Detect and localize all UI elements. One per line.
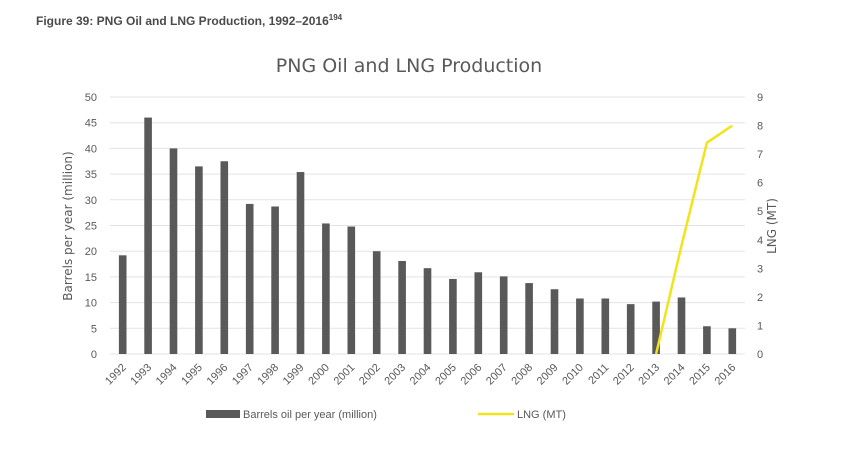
x-tick-label: 2012 — [611, 362, 637, 388]
x-tick-label: 1998 — [255, 362, 281, 388]
left-tick-label: 20 — [85, 246, 97, 258]
x-tick-label: 2008 — [509, 362, 535, 388]
x-tick-label: 1993 — [128, 362, 154, 388]
oil-bar — [169, 148, 178, 354]
right-axis-ticks: 0 1 2 3 4 5 6 7 8 9 — [757, 92, 763, 361]
x-tick-label: 2015 — [687, 362, 713, 388]
left-tick-label: 0 — [91, 349, 97, 361]
x-tick-label: 2000 — [306, 362, 332, 388]
right-tick-label: 6 — [757, 178, 763, 190]
left-tick-label: 5 — [91, 323, 97, 335]
figure-caption-text: Figure 39: PNG Oil and LNG Production, 1… — [36, 14, 329, 28]
oil-bars — [118, 117, 737, 354]
oil-bar — [601, 298, 610, 354]
oil-bar — [703, 326, 711, 354]
x-tick-label: 2014 — [662, 362, 688, 388]
x-axis-ticks: 1992 1993 1994 1995 1996 1997 1998 1999 2000 2001… — [103, 362, 738, 388]
x-tick-label: 1992 — [103, 362, 129, 388]
oil-bar — [372, 251, 381, 354]
oil-bar — [550, 289, 559, 354]
left-tick-label: 30 — [85, 195, 97, 207]
right-tick-label: 5 — [757, 206, 763, 218]
oil-bar — [525, 283, 533, 354]
x-tick-label: 2009 — [535, 362, 561, 388]
x-tick-label: 2002 — [357, 362, 383, 388]
oil-bar — [245, 203, 254, 354]
oil-bar — [322, 223, 330, 354]
legend-bar-label: Barrels oil per year (million) — [243, 409, 377, 421]
chart-title: PNG Oil and LNG Production — [276, 55, 542, 77]
oil-bar — [728, 328, 737, 354]
left-tick-label: 45 — [85, 118, 97, 130]
legend: Barrels oil per year (million) LNG (MT) — [206, 409, 566, 421]
right-axis-label: LNG (MT) — [765, 198, 779, 254]
figure-caption-footnote: 194 — [328, 13, 343, 22]
left-tick-label: 35 — [85, 169, 97, 181]
right-tick-label: 2 — [757, 292, 763, 304]
oil-bar — [398, 260, 406, 354]
left-tick-label: 40 — [85, 143, 97, 155]
oil-bar — [296, 172, 305, 354]
right-tick-label: 3 — [757, 263, 763, 275]
oil-bar — [271, 206, 279, 354]
figure-caption: Figure 39: PNG Oil and LNG Production, 1… — [36, 13, 342, 28]
oil-bar — [220, 161, 229, 354]
right-tick-label: 4 — [757, 235, 763, 247]
left-tick-label: 15 — [85, 272, 97, 284]
x-tick-label: 1996 — [205, 362, 231, 388]
oil-bar — [626, 304, 635, 354]
oil-bar — [423, 268, 432, 354]
right-tick-label: 7 — [757, 149, 763, 161]
x-tick-label: 1995 — [179, 362, 205, 388]
oil-bar — [347, 226, 356, 354]
x-tick-label: 1994 — [154, 362, 180, 388]
oil-bar — [677, 297, 686, 354]
oil-bar — [652, 301, 660, 354]
left-axis-ticks: 0 5 10 15 20 25 30 35 40 45 50 — [85, 92, 97, 361]
x-tick-label: 2013 — [636, 362, 662, 388]
oil-bar — [195, 166, 203, 354]
x-tick-label: 2011 — [586, 362, 611, 387]
x-tick-label: 2010 — [560, 362, 586, 388]
left-axis-label: Barrels per year (million) — [61, 151, 75, 300]
oil-bar — [499, 276, 508, 354]
lng-line — [654, 124, 733, 355]
right-tick-label: 9 — [757, 92, 763, 104]
right-tick-label: 8 — [757, 121, 763, 133]
oil-bar — [576, 298, 584, 354]
legend-line-label: LNG (MT) — [517, 409, 566, 421]
x-tick-label: 2007 — [484, 362, 510, 388]
left-tick-label: 10 — [85, 298, 97, 310]
left-tick-label: 25 — [85, 221, 97, 233]
oil-bar — [474, 272, 483, 354]
x-tick-label: 2006 — [459, 362, 485, 388]
x-tick-label: 2001 — [332, 362, 358, 388]
x-tick-label: 2004 — [408, 362, 434, 388]
oil-bar — [144, 117, 152, 354]
x-tick-label: 2003 — [382, 362, 408, 388]
right-tick-label: 1 — [757, 320, 763, 332]
x-tick-label: 2016 — [713, 362, 739, 388]
legend-bar-swatch — [206, 410, 240, 418]
lng-series-line — [654, 124, 733, 355]
x-tick-label: 2005 — [433, 362, 459, 388]
oil-bar — [118, 255, 127, 354]
left-tick-label: 50 — [85, 92, 97, 104]
right-tick-label: 0 — [757, 349, 763, 361]
x-tick-label: 1999 — [281, 362, 307, 388]
oil-bar — [449, 278, 457, 354]
x-tick-label: 1997 — [230, 362, 256, 388]
